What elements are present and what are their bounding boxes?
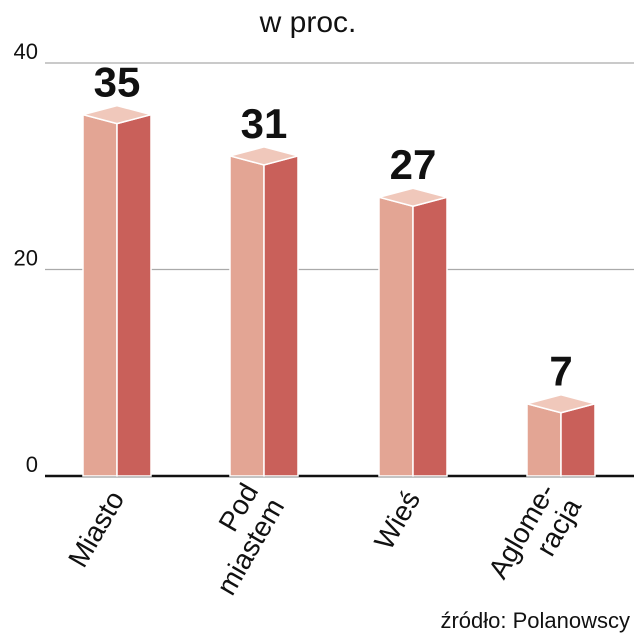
bar-front (526, 402, 562, 477)
bar-side (116, 113, 152, 477)
value-label: 35 (94, 59, 141, 106)
x-tick-label: Miasto (62, 486, 130, 573)
bar (80, 104, 154, 477)
bar-side (412, 196, 448, 477)
y-tick-label: 40 (14, 39, 38, 64)
bar-side (560, 402, 596, 477)
x-tick-label: Wieś (368, 486, 426, 555)
bar-front (229, 154, 265, 477)
y-tick-label: 20 (14, 246, 38, 271)
bar-top (524, 393, 598, 414)
bar-front (82, 113, 118, 477)
bar (227, 146, 301, 477)
bar-front (378, 196, 414, 477)
value-label: 31 (241, 100, 288, 147)
bar-top (80, 104, 154, 125)
source: źródło: Polanowscy (440, 608, 630, 633)
bar-top (227, 146, 301, 166)
bar (524, 393, 598, 477)
bar (376, 187, 450, 477)
bar-top (376, 187, 450, 208)
value-label: 7 (549, 348, 572, 395)
bar-side (263, 154, 299, 477)
value-label: 27 (390, 141, 437, 188)
y-tick-label: 0 (26, 452, 38, 477)
chart-title: w proc. (259, 6, 357, 39)
